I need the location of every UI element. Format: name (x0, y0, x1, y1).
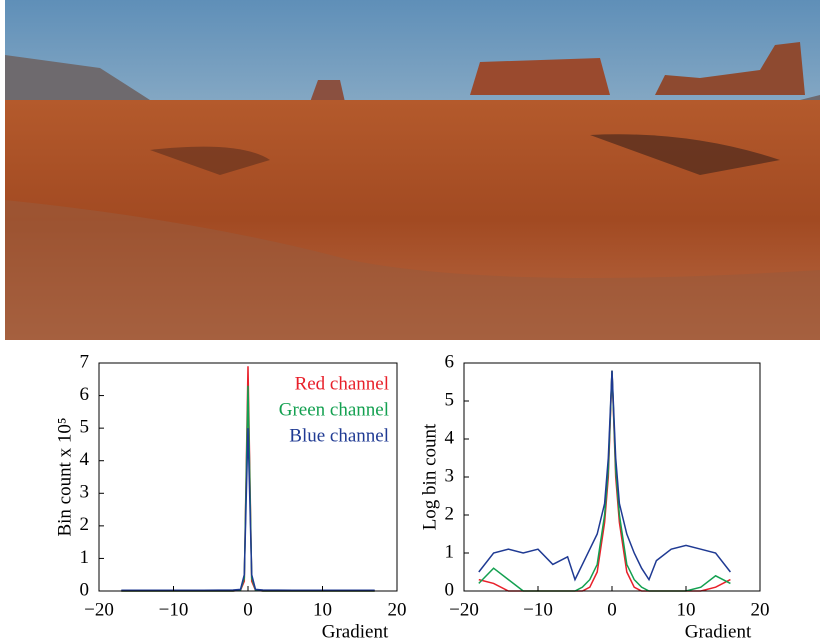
legend-entry: Green channel (279, 399, 389, 420)
x-tick-label: 10 (677, 599, 696, 620)
y-axis-label: Log bin count (419, 423, 440, 530)
y-axis-label: Bin count x 10⁵ (54, 417, 75, 536)
y-tick-label: 6 (80, 384, 90, 405)
x-tick-label: 0 (607, 599, 617, 620)
plot: Red channel Green channel Blue channel −20 −… (54, 351, 406, 642)
y-tick-label: 5 (445, 389, 455, 410)
x-tick-label: −20 (449, 599, 479, 620)
y-tick-label: 1 (80, 547, 90, 568)
y-tick-label: 6 (445, 351, 455, 372)
y-tick-label: 1 (445, 541, 455, 562)
y-tick-label: 0 (445, 579, 455, 600)
x-tick-label: 20 (751, 599, 770, 620)
y-tick-label: 4 (445, 427, 455, 448)
x-tick-label: −20 (84, 599, 114, 620)
y-tick-label: 2 (445, 503, 455, 524)
plot: −20 −10 0 10 20 0 1 2 3 4 5 6 Gradient Log bin count (419, 351, 769, 642)
photo (5, 0, 820, 340)
x-tick-label: −10 (523, 599, 553, 620)
legend-entry: Blue channel (289, 425, 389, 446)
y-tick-label: 5 (80, 417, 90, 438)
series-line (121, 428, 375, 592)
series-line (478, 370, 731, 582)
plot-frame (463, 362, 761, 592)
series-line (478, 370, 731, 592)
x-axis-label: Gradient (322, 621, 389, 642)
x-tick-label: 0 (243, 599, 253, 620)
y-tick-label: 3 (80, 482, 90, 503)
legend-entry: Red channel (295, 373, 389, 394)
y-tick-label: 3 (445, 465, 455, 486)
y-tick-label: 4 (80, 449, 90, 470)
x-tick-label: −10 (159, 599, 189, 620)
series-line (478, 370, 731, 592)
y-tick-label: 7 (80, 351, 90, 372)
x-tick-label: 10 (313, 599, 332, 620)
y-tick-label: 0 (80, 579, 90, 600)
x-tick-label: 20 (388, 599, 407, 620)
x-axis-label: Gradient (685, 621, 752, 642)
y-tick-label: 2 (80, 514, 90, 535)
